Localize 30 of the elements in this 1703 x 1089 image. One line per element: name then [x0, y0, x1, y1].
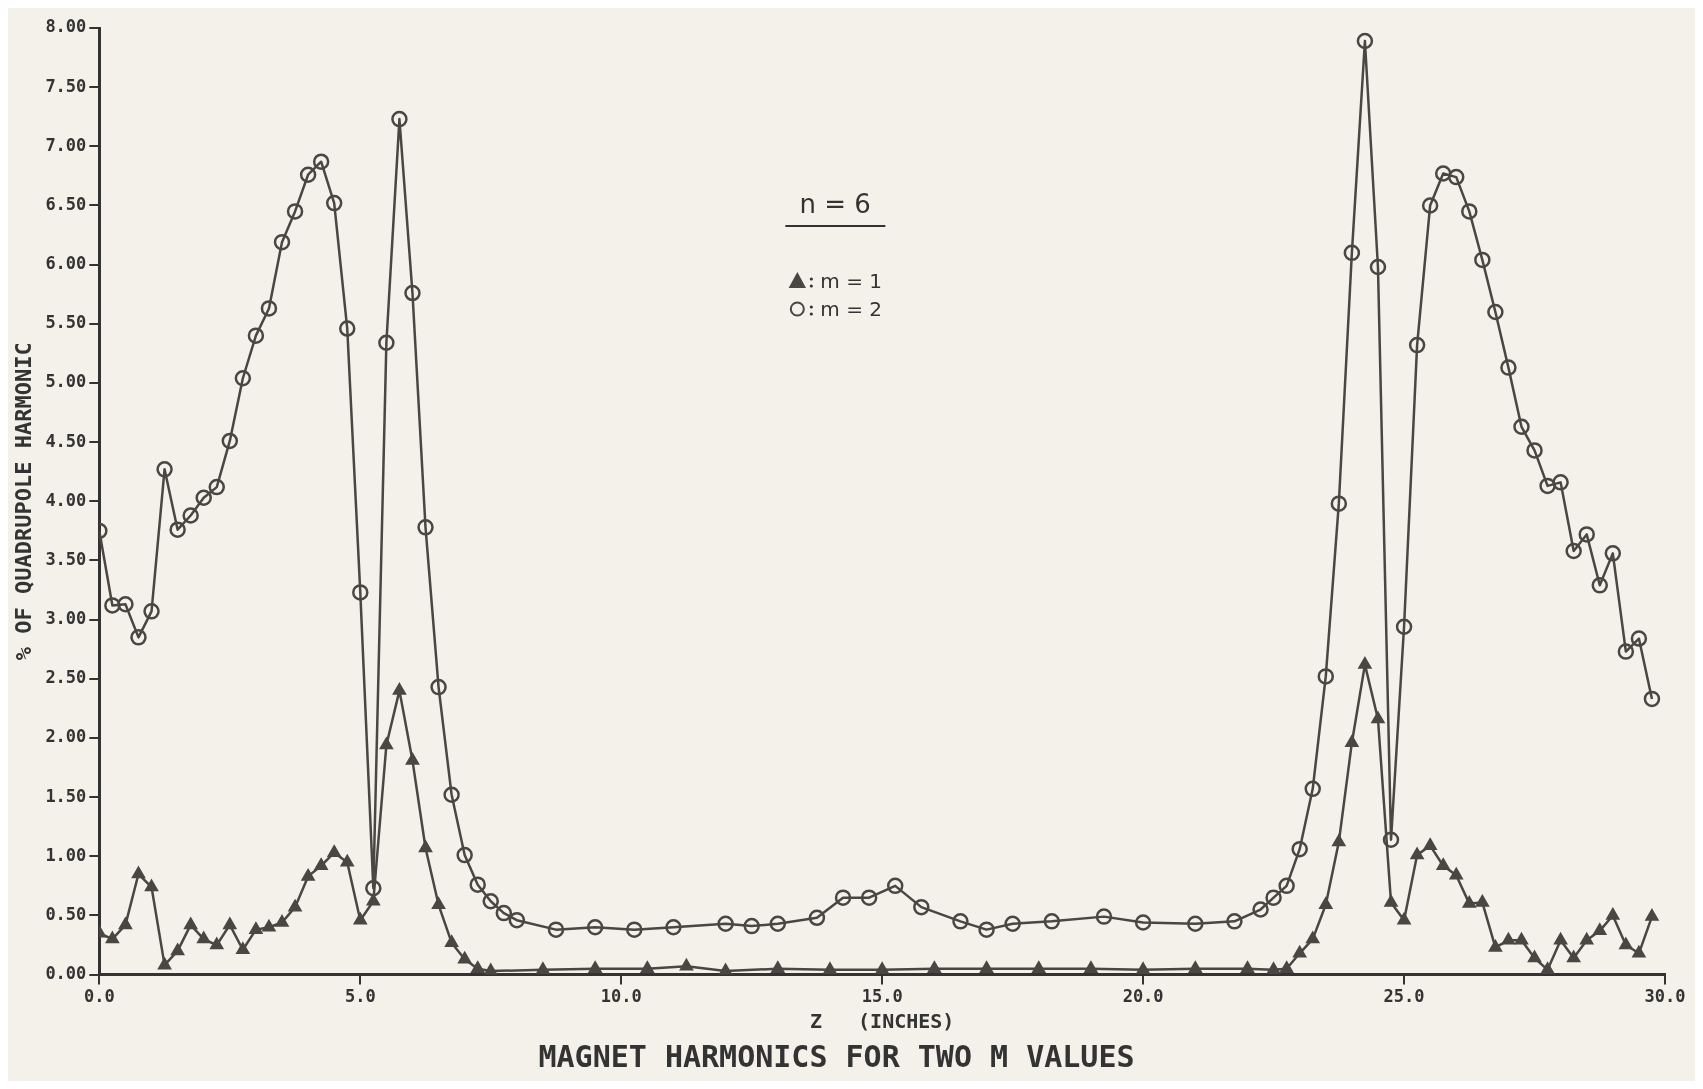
x-tick-label: 0.0: [83, 986, 115, 1007]
y-tick-label: 4.50: [45, 430, 87, 451]
y-tick-label: 1.00: [45, 844, 87, 865]
y-tick-label: 6.50: [45, 193, 87, 214]
y-tick-label: 6.00: [45, 253, 87, 274]
legend-label: m = 1: [820, 267, 883, 295]
y-tick-label: 8.00: [45, 16, 87, 37]
text: MAGNET HARMONICS FOR TWO M VALUES: [538, 1038, 1135, 1074]
y-tick-label: 2.00: [45, 726, 87, 747]
y-tick-label: 5.00: [45, 371, 87, 392]
x-tick-label: 20.0: [1122, 986, 1164, 1007]
x-tick-label: 25.0: [1383, 986, 1425, 1007]
x-tick-label: 10.0: [600, 986, 642, 1007]
y-tick-label: 4.00: [45, 489, 87, 510]
y-tick-label: 0.50: [45, 903, 87, 924]
legend-title: n = 6: [785, 188, 885, 227]
y-tick-label: 0.00: [45, 963, 87, 984]
y-tick-label: 7.00: [45, 134, 87, 155]
x-tick-label: 30.0: [1644, 986, 1686, 1007]
legend-label: m = 2: [820, 295, 883, 323]
y-tick-label: 5.50: [45, 312, 87, 333]
y-tick-label: 2.50: [45, 667, 87, 688]
x-tick-label: 15.0: [861, 986, 903, 1007]
y-axis-title: % OF QUADRUPOLE HARMONIC: [10, 342, 36, 661]
x-axis-title: Z (INCHES): [809, 1009, 955, 1034]
y-tick-label: 3.00: [45, 608, 87, 629]
y-tick-label: 7.50: [45, 75, 87, 96]
y-tick-label: 3.50: [45, 548, 87, 569]
x-tick-label: 5.0: [344, 986, 376, 1007]
y-tick-label: 1.50: [45, 785, 87, 806]
